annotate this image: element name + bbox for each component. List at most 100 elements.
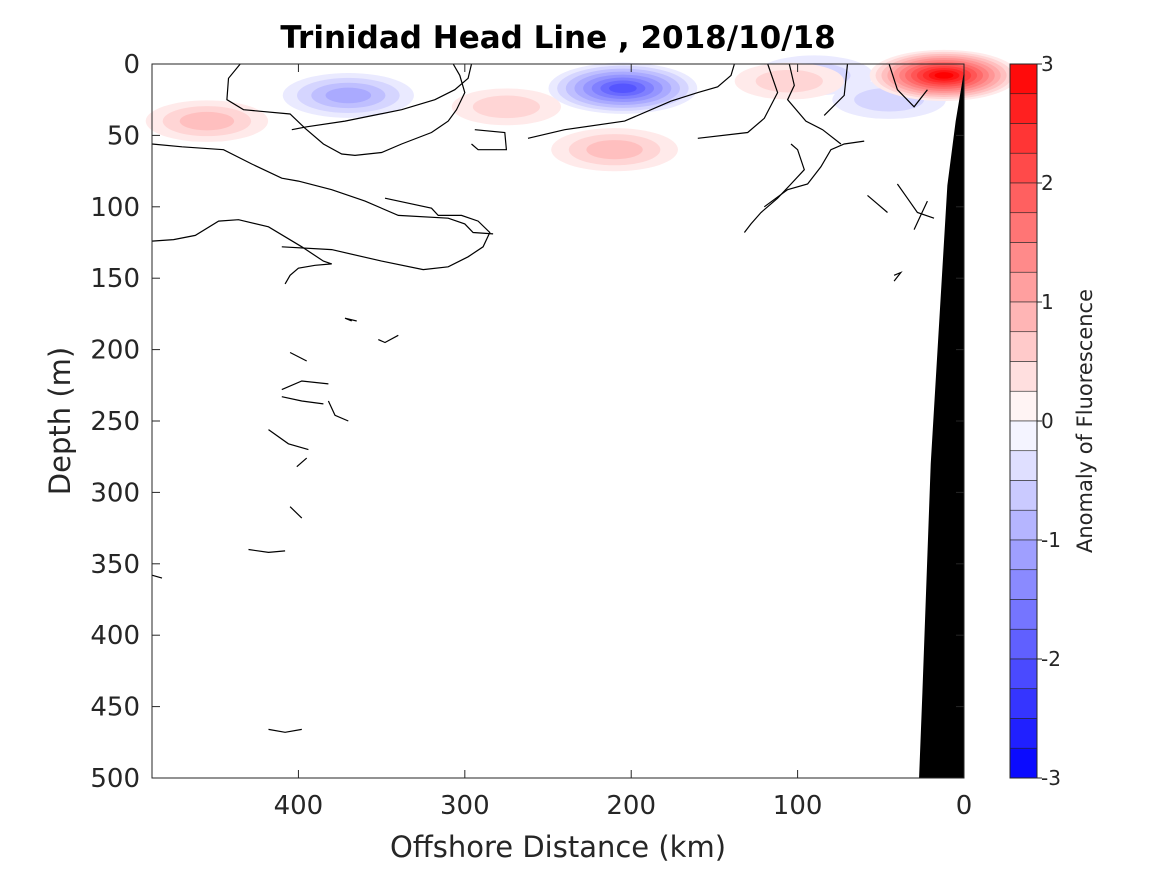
colorbar-cell (1009, 271, 1038, 303)
colorbar-cell (1009, 658, 1038, 690)
zero-contour-line (296, 457, 308, 468)
anomaly-patches (145, 49, 1019, 172)
x-tick-label: 100 (773, 791, 823, 821)
zero-contour-line (327, 400, 349, 422)
y-tick-label: 200 (90, 336, 140, 366)
colorbar-label: Anomaly of Fluorescence (1073, 289, 1097, 553)
anomaly-level (586, 140, 643, 160)
colorbar-cell (1009, 93, 1038, 124)
zero-contour-line (527, 63, 735, 139)
zero-contour-line (823, 63, 849, 116)
colorbar-cell (1009, 123, 1038, 154)
zero-contour-line (151, 219, 332, 265)
y-tick-label: 150 (90, 264, 140, 294)
colorbar-cell (1009, 63, 1038, 95)
zero-contour-line (226, 63, 466, 157)
colorbar-cell (1009, 509, 1038, 541)
anomaly-level (325, 87, 372, 104)
zero-contour-line (281, 380, 329, 391)
colorbar-cell (1009, 301, 1038, 333)
zero-contour-line (763, 140, 865, 208)
y-tick-label: 300 (90, 478, 140, 508)
anomaly-patch (548, 62, 698, 114)
x-tick-label: 400 (274, 791, 324, 821)
zero-contour-line (867, 194, 888, 213)
zero-contour-line (344, 317, 357, 322)
zero-contour-line (281, 197, 491, 271)
colorbar-tick-label: 0 (1041, 409, 1054, 433)
colorbar-cell (1009, 152, 1038, 184)
zero-contour-line (913, 200, 928, 230)
colorbar-cell (1009, 450, 1038, 481)
y-tick-label: 0 (123, 50, 140, 80)
plot-area (145, 49, 1019, 779)
anomaly-patch (869, 49, 1019, 102)
zero-contour-line (378, 334, 399, 344)
colorbar-cell (1009, 688, 1038, 719)
colorbar-tick-label: 2 (1041, 171, 1054, 195)
anomaly-patch (451, 88, 562, 126)
y-tick-label: 450 (90, 693, 140, 723)
y-tick-label: 500 (90, 764, 140, 794)
colorbar-cell (1009, 539, 1038, 571)
zero-contours (151, 63, 935, 733)
y-axis-label: Depth (m) (43, 347, 77, 495)
colorbar-tick-label: -2 (1041, 647, 1061, 671)
zero-contour-line (893, 271, 903, 282)
colorbar-cell (1009, 361, 1038, 392)
x-tick-label: 200 (606, 791, 656, 821)
colorbar-cell (1009, 331, 1038, 362)
zero-contour-line (291, 63, 473, 131)
colorbar-cell (1009, 480, 1038, 511)
zero-contour-line (888, 63, 928, 108)
zero-contour-line (896, 183, 935, 219)
zero-contour-line (281, 396, 324, 405)
colorbar-cell (1009, 182, 1038, 214)
colorbar-cell (1009, 599, 1038, 630)
x-axis-label: Offshore Distance (km) (390, 830, 726, 864)
zero-contour-line (743, 143, 805, 233)
y-tick-label: 250 (90, 407, 140, 437)
x-axis-ticks: 400 300 200 100 0 (274, 64, 973, 821)
zero-contour-line (289, 506, 303, 519)
colorbar-cell (1009, 747, 1038, 779)
x-tick-label: 0 (956, 791, 973, 821)
zero-contour-line (697, 63, 779, 139)
y-tick-label: 50 (107, 121, 140, 151)
zero-contour-line (471, 129, 508, 151)
bathymetry-shelf (919, 71, 964, 778)
colorbar-tick-label: -3 (1041, 766, 1061, 790)
anomaly-patch (282, 73, 414, 118)
colorbar-ticks: 3 2 1 0 -1 -2 -3 (1037, 52, 1061, 790)
anomaly-level (934, 72, 954, 79)
anomaly-level (472, 95, 541, 119)
colorbar-tick-label: 3 (1041, 52, 1054, 76)
zero-contour-line (268, 728, 302, 733)
anomaly-patch (145, 100, 269, 142)
anomaly-patch (551, 128, 678, 172)
zero-contour-line (289, 351, 307, 362)
colorbar-cells (1009, 63, 1038, 779)
anomaly-level (179, 111, 235, 131)
zero-contour-line (151, 574, 163, 579)
colorbar-tick-label: -1 (1041, 528, 1061, 552)
y-axis-ticks: 0 50 100 150 200 250 300 350 400 450 500 (90, 50, 964, 794)
colorbar-cell (1009, 628, 1038, 660)
anomaly-patch (734, 62, 844, 100)
anomaly-level (755, 69, 823, 93)
plot-background (152, 64, 964, 778)
colorbar-tick-label: 1 (1041, 290, 1054, 314)
colorbar: 3 2 1 0 -1 -2 -3 Anomaly of Fluorescence (1009, 52, 1097, 790)
chart-title: Trinidad Head Line , 2018/10/18 (280, 20, 835, 56)
colorbar-cell (1009, 212, 1038, 243)
colorbar-cell (1009, 390, 1038, 422)
colorbar-cell (1009, 569, 1038, 600)
colorbar-cell (1009, 420, 1038, 452)
y-tick-label: 350 (90, 550, 140, 580)
y-tick-label: 400 (90, 621, 140, 651)
zero-contour-line (151, 143, 494, 235)
zero-contour-line (786, 63, 842, 145)
colorbar-cell (1009, 718, 1038, 749)
zero-contour-line (284, 263, 332, 285)
